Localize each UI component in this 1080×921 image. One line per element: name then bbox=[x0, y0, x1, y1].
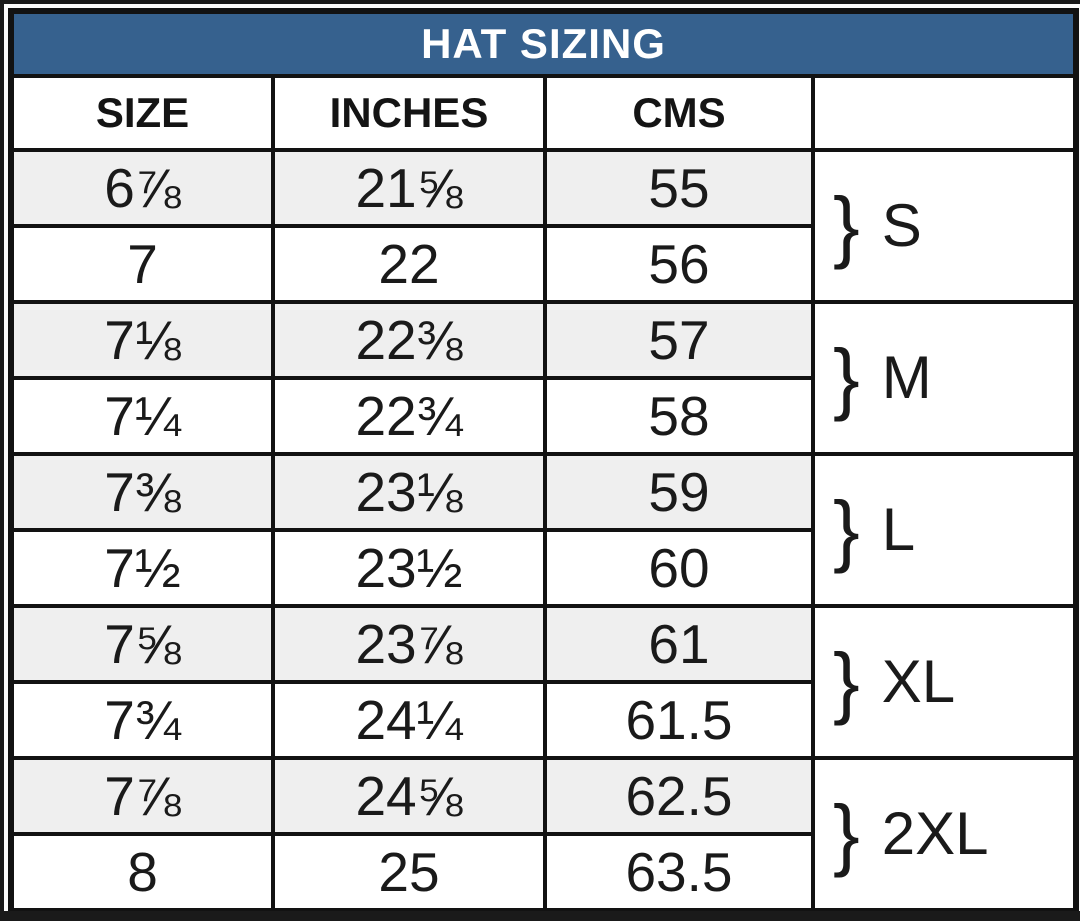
table-row: 7⅜ 23⅛ 59 } L bbox=[9, 452, 1079, 608]
cms-cell: 63.5 bbox=[543, 832, 815, 913]
size-group-cell-xl: } XL bbox=[810, 604, 1079, 760]
inches-cell: 22 bbox=[271, 224, 547, 304]
size-cell: 7⅜ bbox=[9, 452, 275, 532]
inches-cell: 22¾ bbox=[271, 376, 547, 456]
size-cell: 7 bbox=[9, 224, 275, 304]
inches-cell: 24¼ bbox=[271, 680, 547, 760]
column-header-inches: INCHES bbox=[271, 74, 547, 152]
title-row: HAT SIZING bbox=[8, 9, 1079, 78]
scan-edge-left bbox=[0, 0, 4, 916]
column-header-cms: CMS bbox=[543, 74, 815, 152]
size-cell: 7¾ bbox=[9, 680, 275, 760]
inches-cell: 23⅞ bbox=[271, 604, 547, 684]
hat-sizing-table: HAT SIZING SIZE INCHES CMS 6⅞ 21⅝ 55 } S… bbox=[8, 8, 1080, 914]
table-row: 7¼ 22¾ 58 bbox=[9, 376, 1076, 456]
inches-cell: 23⅛ bbox=[271, 452, 547, 532]
curly-brace-glyph: } bbox=[833, 181, 860, 270]
table-row: 7½ 23½ 60 bbox=[9, 528, 1076, 608]
cms-cell: 58 bbox=[543, 376, 815, 456]
size-group-label: XL bbox=[881, 648, 956, 715]
table-row: 7⅞ 24⅝ 62.5 } 2XL bbox=[9, 756, 1079, 913]
size-cell: 7⅛ bbox=[9, 300, 275, 380]
table-row: 7⅛ 22⅜ 57 } M bbox=[9, 300, 1079, 456]
curly-brace-glyph: } bbox=[833, 333, 860, 422]
column-header-group bbox=[810, 74, 1079, 152]
size-group-label: S bbox=[881, 192, 922, 259]
size-group-label: L bbox=[881, 496, 916, 563]
curly-brace-glyph: } bbox=[833, 789, 860, 878]
curly-brace-glyph: } bbox=[833, 637, 860, 726]
size-group-cell-m: } M bbox=[810, 300, 1079, 456]
cms-cell: 59 bbox=[543, 452, 815, 532]
cms-cell: 62.5 bbox=[543, 756, 815, 836]
scan-edge-top bbox=[0, 0, 1080, 4]
cms-cell: 56 bbox=[543, 224, 815, 304]
inches-cell: 21⅝ bbox=[271, 148, 547, 228]
table-row: 8 25 63.5 bbox=[9, 832, 1076, 913]
inches-cell: 24⅝ bbox=[271, 756, 547, 836]
chart-title: HAT SIZING bbox=[8, 9, 1079, 78]
table-row: 7¾ 24¼ 61.5 bbox=[9, 680, 1076, 760]
size-group-label: M bbox=[881, 344, 932, 411]
size-cell: 7⅞ bbox=[9, 756, 275, 836]
size-cell: 8 bbox=[9, 832, 275, 913]
inches-cell: 23½ bbox=[271, 528, 547, 608]
inches-cell: 22⅜ bbox=[271, 300, 547, 380]
column-header-row: SIZE INCHES CMS bbox=[9, 74, 1079, 152]
column-header-size: SIZE bbox=[9, 74, 275, 152]
size-cell: 7½ bbox=[9, 528, 275, 608]
cms-cell: 57 bbox=[543, 300, 815, 380]
inches-cell: 25 bbox=[271, 832, 547, 913]
size-group-label: 2XL bbox=[881, 800, 989, 867]
cms-cell: 55 bbox=[543, 148, 815, 228]
size-cell: 7¼ bbox=[9, 376, 275, 456]
size-cell: 6⅞ bbox=[9, 148, 275, 228]
curly-brace-glyph: } bbox=[833, 485, 860, 574]
size-group-cell-s: } S bbox=[810, 148, 1079, 304]
scan-edge-bottom bbox=[0, 911, 1080, 921]
size-group-cell-2xl: } 2XL bbox=[810, 756, 1079, 913]
cms-cell: 61 bbox=[543, 604, 815, 684]
size-cell: 7⅝ bbox=[9, 604, 275, 684]
table-row: 6⅞ 21⅝ 55 } S bbox=[9, 148, 1079, 304]
table-row: 7 22 56 bbox=[9, 224, 1076, 304]
size-group-cell-l: } L bbox=[810, 452, 1079, 608]
cms-cell: 61.5 bbox=[543, 680, 815, 760]
cms-cell: 60 bbox=[543, 528, 815, 608]
table-row: 7⅝ 23⅞ 61 } XL bbox=[9, 604, 1079, 760]
